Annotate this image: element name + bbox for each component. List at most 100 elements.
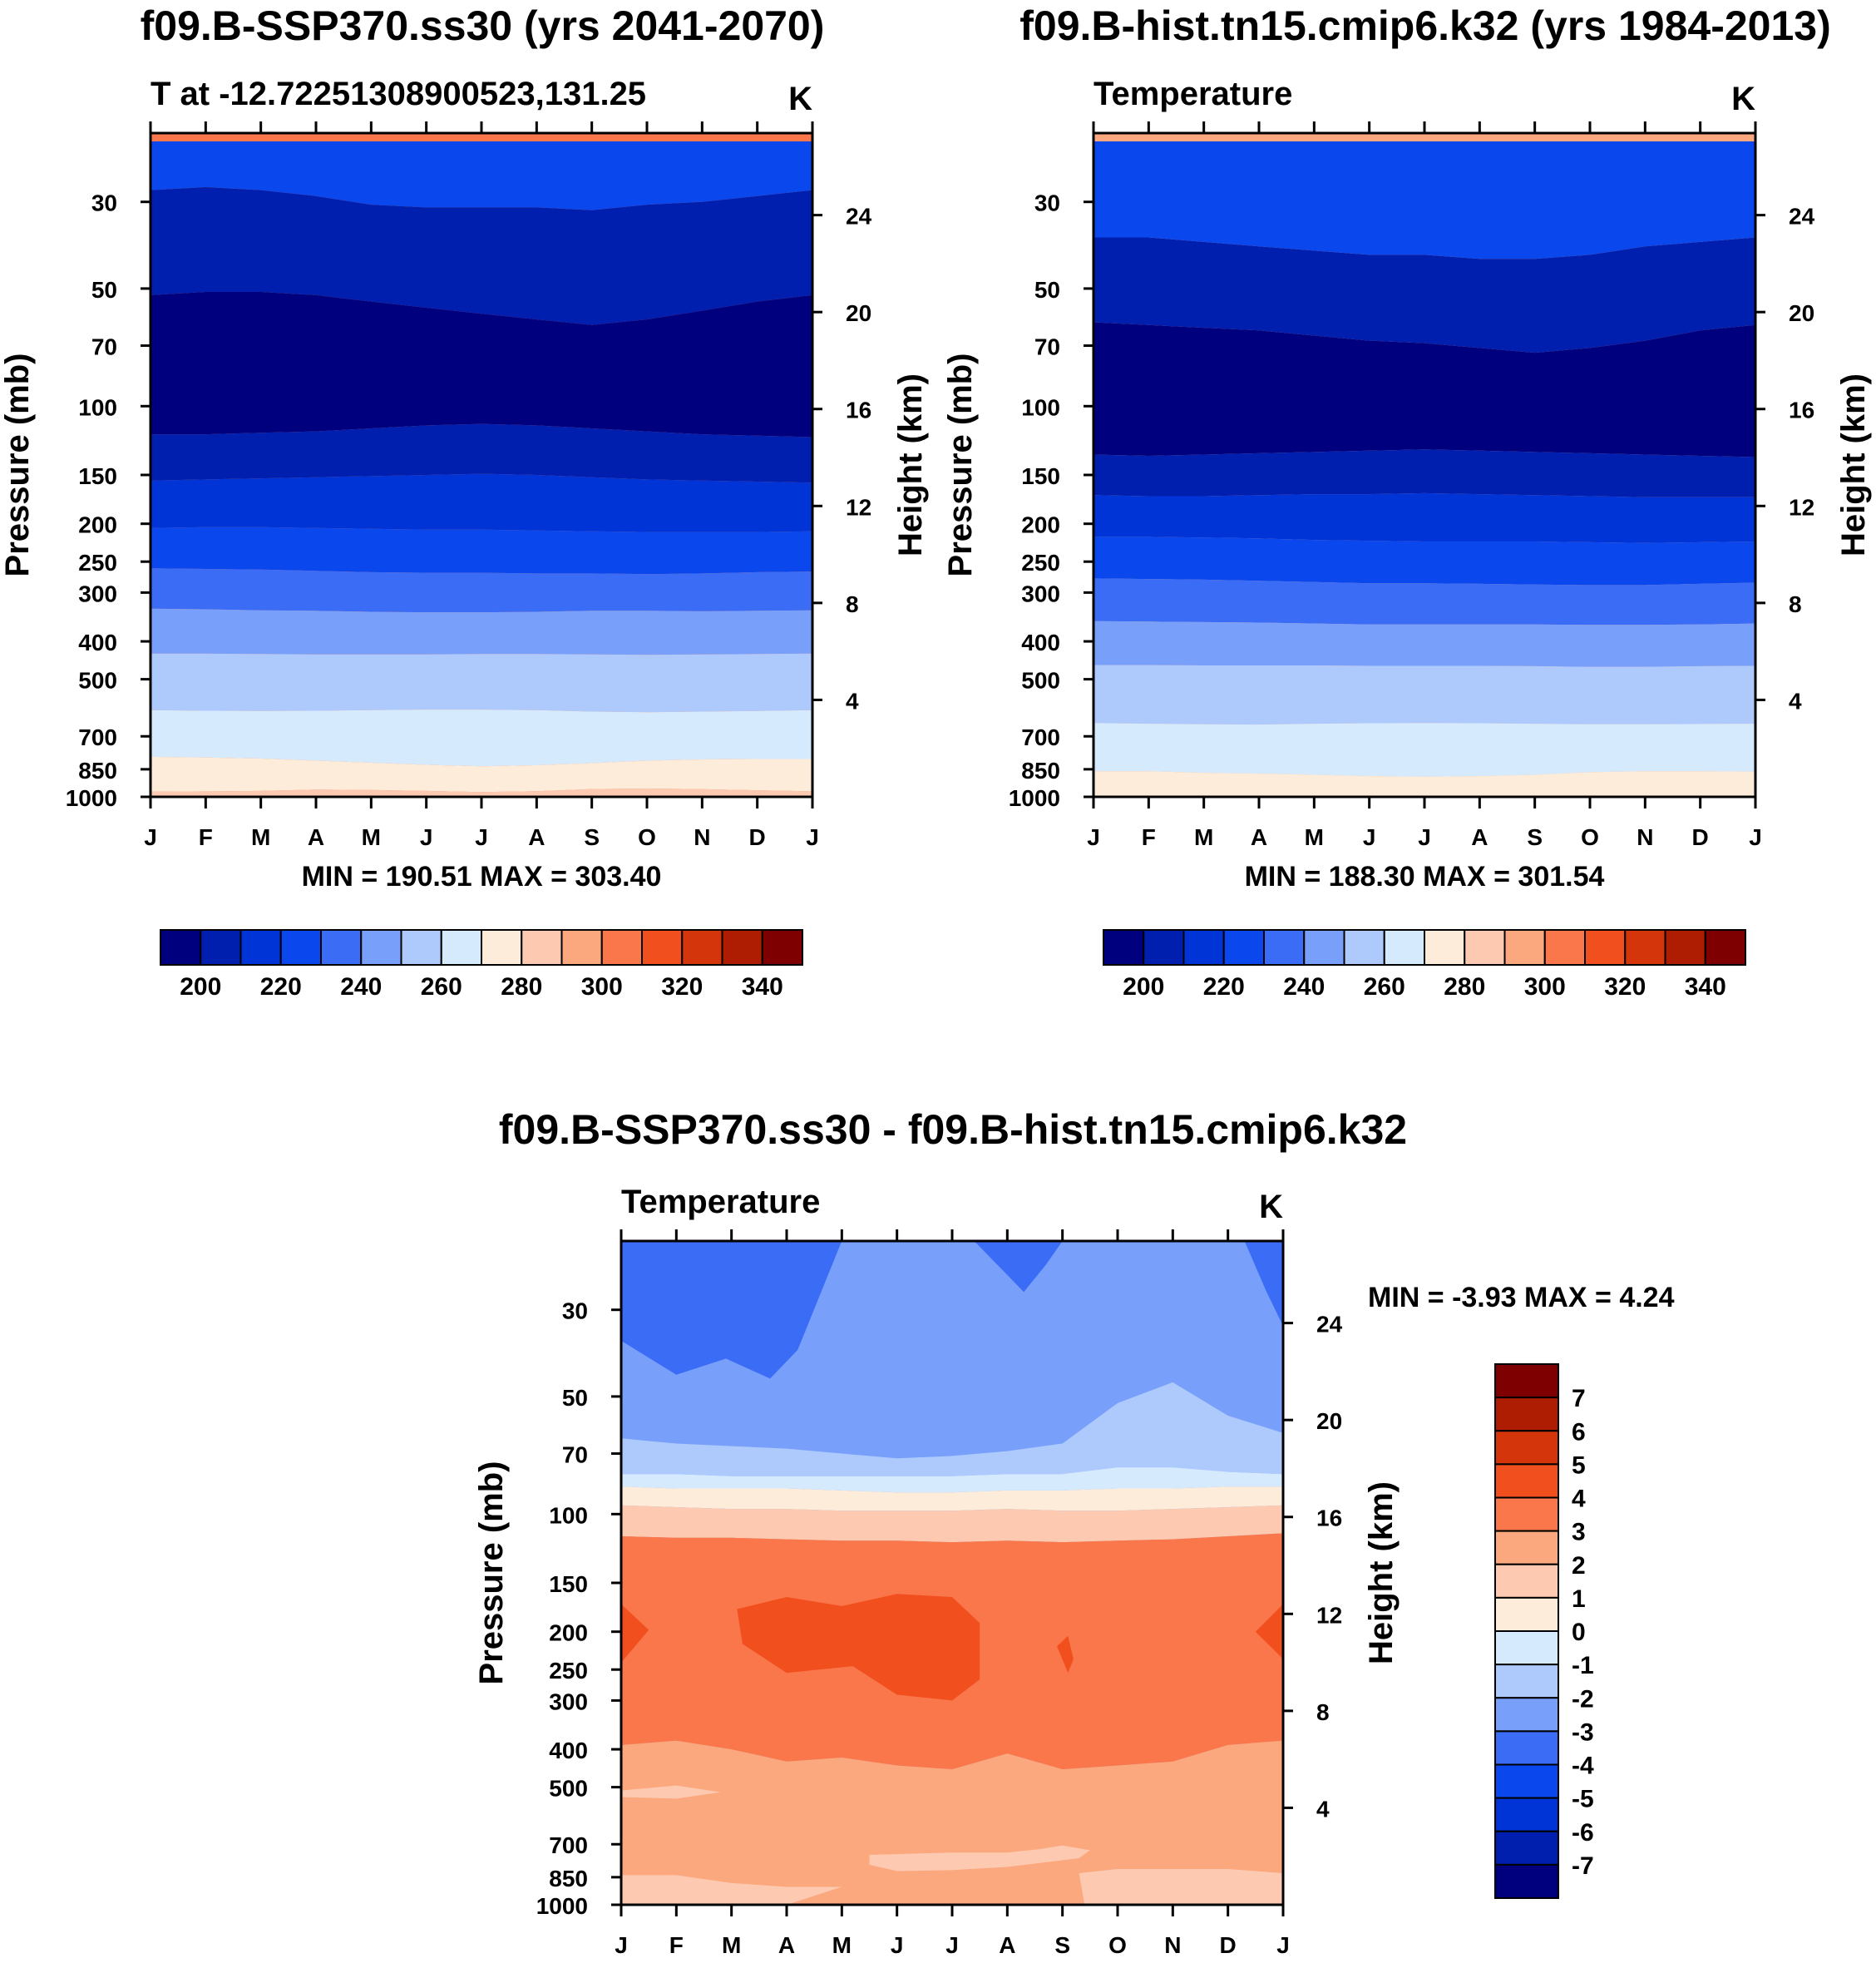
panel-difference: f09.B-SSP370.ss30 - f09.B-hist.tn15.cmip… [473, 1106, 1675, 1958]
contour-band [151, 608, 812, 655]
height-tick-label: 4 [1316, 1796, 1330, 1822]
colorbar-box [440, 929, 482, 966]
colorbar-label: 4 [1572, 1486, 1586, 1513]
colorbar-label: 340 [1685, 973, 1726, 1001]
month-tick-label: N [1637, 824, 1653, 850]
height-tick-label: 20 [1789, 300, 1814, 326]
colorbar-box [1494, 1463, 1559, 1499]
colorbar-label: 240 [1283, 973, 1325, 1001]
pressure-tick-label: 250 [1021, 550, 1060, 576]
pressure-tick-label: 50 [91, 277, 117, 303]
colorbar-label: -3 [1572, 1718, 1594, 1746]
panel1-subtitle: T at -12.72251308900523,131.25 [151, 76, 646, 112]
contour-band [151, 141, 812, 210]
contour-band [151, 653, 812, 713]
colorbar-label: 240 [340, 973, 382, 1001]
contour-band [1094, 723, 1755, 777]
height-tick-label: 12 [1316, 1602, 1342, 1628]
colorbar-box [600, 929, 643, 966]
contour-band [1094, 322, 1755, 457]
month-tick-label: M [1194, 824, 1213, 850]
panel1-ylabel: Pressure (mb) [0, 354, 36, 577]
difference-band-minus1 [621, 1382, 1283, 1476]
panel2-colorbar: 200 220 240 260 280 300 320 340 [1103, 929, 1746, 1001]
panel3-colorbar: 7 6 5 4 3 2 1 0 -1 -2 -3 -4 -5 -6 -7 [1494, 1363, 1594, 1899]
colorbar-box [279, 929, 322, 966]
panel1-title: f09.B-SSP370.ss30 (yrs 2041-2070) [141, 2, 825, 49]
panel2-y2label: Height (km) [1835, 373, 1872, 556]
pressure-tick-label: 150 [1021, 463, 1060, 489]
panel3-subtitle: Temperature [621, 1184, 820, 1220]
pressure-tick-label: 50 [562, 1385, 588, 1411]
pressure-tick-label: 1000 [66, 785, 117, 811]
difference-region-plus4 [737, 1594, 980, 1701]
colorbar-label: 260 [421, 973, 462, 1001]
difference-region-plus4 [1255, 1604, 1283, 1659]
colorbar-box [1182, 929, 1225, 966]
colorbar-box [1494, 1363, 1559, 1399]
colorbar-box [1424, 929, 1466, 966]
contour-band [151, 292, 812, 438]
colorbar-box [1624, 929, 1666, 966]
pressure-tick-label: 30 [562, 1298, 588, 1324]
colorbar-label: 340 [742, 973, 783, 1001]
difference-region-plus2 [621, 1875, 842, 1905]
colorbar-label: 300 [1524, 973, 1566, 1001]
colorbar-box [1494, 1730, 1559, 1766]
month-tick-label: J [144, 824, 157, 850]
colorbar-label: 320 [1604, 973, 1646, 1001]
colorbar-box [1494, 1596, 1559, 1632]
month-tick-label: M [362, 824, 381, 850]
pressure-tick-label: 850 [78, 758, 117, 784]
colorbar-label: 2 [1572, 1552, 1586, 1580]
month-tick-label: J [475, 824, 488, 850]
pressure-tick-label: 70 [1034, 334, 1060, 360]
month-tick-label: F [669, 1932, 684, 1958]
pressure-tick-label: 250 [78, 550, 117, 576]
colorbar-box [1584, 929, 1627, 966]
difference-band-2-lower [621, 1740, 1283, 1905]
panel3-contour-fills [621, 1241, 1283, 1905]
colorbar-box [1494, 1697, 1559, 1733]
difference-band-2 [621, 1505, 1283, 1543]
contour-band [1094, 578, 1755, 625]
pressure-tick-label: 150 [549, 1571, 588, 1597]
colorbar-box [1343, 929, 1385, 966]
colorbar-box [641, 929, 684, 966]
pressure-tick-label: 30 [91, 190, 117, 216]
month-tick-label: J [945, 1932, 959, 1958]
month-tick-label: N [1164, 1932, 1181, 1958]
colorbar-box [761, 929, 803, 966]
colorbar-box [1494, 1830, 1559, 1866]
contour-band [151, 568, 812, 613]
colorbar-box [320, 929, 363, 966]
colorbar-box [1543, 929, 1586, 966]
colorbar-box [1494, 1430, 1559, 1466]
colorbar-box [1494, 1763, 1559, 1799]
month-tick-label: M [832, 1932, 852, 1958]
colorbar-box [1664, 929, 1706, 966]
panel1-colorbar: 200 220 240 260 280 300 320 340 [160, 929, 803, 1001]
colorbar-label: -2 [1572, 1685, 1594, 1713]
height-tick-label: 8 [1789, 591, 1802, 617]
colorbar-label: 320 [661, 973, 703, 1001]
month-tick-label: J [615, 1932, 628, 1958]
panel3-y2label: Height (km) [1363, 1481, 1400, 1664]
panel3-unit: K [1259, 1189, 1283, 1225]
colorbar-box [200, 929, 242, 966]
month-tick-label: J [1276, 1932, 1290, 1958]
height-tick-label: 16 [1789, 398, 1814, 423]
colorbar-box [1494, 1630, 1559, 1666]
colorbar-box [360, 929, 402, 966]
contour-band [1094, 492, 1755, 543]
colorbar-box [1222, 929, 1265, 966]
month-tick-label: N [694, 824, 710, 850]
month-tick-label: J [420, 824, 433, 850]
month-tick-label: O [1581, 824, 1599, 850]
colorbar-label: 5 [1572, 1451, 1586, 1479]
height-tick-label: 12 [846, 494, 871, 520]
pressure-tick-label: 400 [78, 630, 117, 655]
pressure-tick-label: 700 [1021, 724, 1060, 750]
